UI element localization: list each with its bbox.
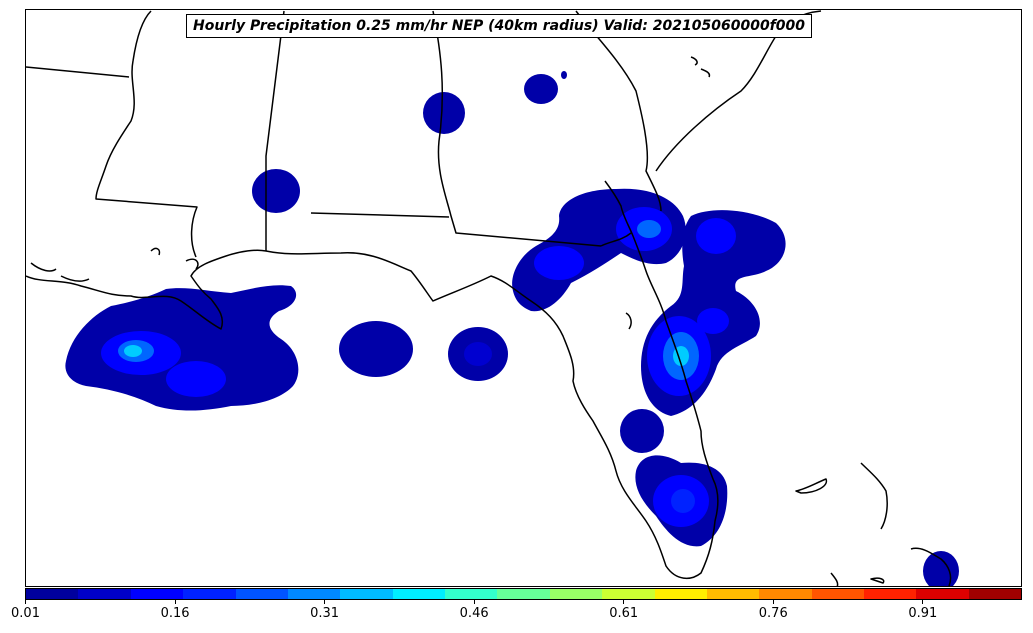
border-ms-river — [95, 10, 198, 258]
colorbar-tick-label: 0.91 — [908, 606, 938, 621]
colorbar-tick-label: 0.76 — [758, 606, 788, 621]
colorbar-segment — [26, 589, 79, 599]
island-bahamas-2 — [860, 462, 888, 530]
precip-peak-jax — [637, 220, 661, 238]
precip-blob-georgia — [524, 74, 558, 104]
border-al-ga — [432, 10, 602, 247]
colorbar-segment — [340, 589, 393, 599]
colorbar-tick — [174, 600, 176, 604]
precip-blob-mississippi — [252, 169, 300, 213]
precip-blob-alabama — [423, 92, 465, 134]
colorbar-segment — [759, 589, 812, 599]
island-bahamas-3 — [910, 547, 952, 586]
colorbar — [25, 588, 1022, 600]
precip-region-gulf-west — [65, 285, 299, 411]
precip-core-north-florida — [534, 246, 584, 280]
precip-core-offshore — [697, 308, 729, 334]
colorbar-tick-label: 0.61 — [609, 606, 639, 621]
colorbar-segment — [497, 589, 550, 599]
precip-peak-gulf-west — [124, 345, 142, 357]
colorbar-tick-label: 0.31 — [310, 606, 340, 621]
border-ga-sc — [575, 10, 662, 212]
coast-islands-la — [30, 247, 199, 282]
colorbar-tick-label: 0.46 — [459, 606, 489, 621]
precip-core-atlantic — [696, 218, 736, 254]
colorbar-segment — [183, 589, 236, 599]
colorbar-segment — [392, 589, 445, 599]
precip-blob-tampa — [620, 409, 664, 453]
map-title: Hourly Precipitation 0.25 mm/hr NEP (40k… — [186, 14, 813, 38]
border-ar-ms — [26, 66, 130, 78]
colorbar-tick — [772, 600, 774, 604]
colorbar-segment — [864, 589, 917, 599]
colorbar-segment — [287, 589, 341, 599]
colorbar-tick — [922, 600, 924, 604]
colorbar-segment — [445, 589, 498, 599]
colorbar-segment — [811, 589, 864, 599]
border-ms-al — [265, 10, 285, 251]
map-canvas — [26, 10, 959, 586]
precip-blob-georgia-small — [561, 71, 567, 79]
precip-blob-gulf-mid — [339, 321, 413, 377]
precip-region-north-florida — [512, 188, 686, 312]
colorbar-segment — [78, 589, 131, 599]
colorbar-tick — [473, 600, 475, 604]
border-al-fl — [310, 212, 450, 218]
precip-blob-bahamas — [923, 551, 959, 586]
precipitation-layer — [65, 71, 959, 586]
colorbar-tick — [25, 600, 26, 604]
colorbar-segment — [706, 589, 760, 599]
colorbar-tick — [324, 600, 326, 604]
colorbar-segment — [235, 589, 288, 599]
colorbar-segment — [654, 589, 707, 599]
colorbar-segment — [602, 589, 655, 599]
colorbar-segment — [549, 589, 603, 599]
map-boundaries — [26, 10, 952, 586]
coast-louisiana — [26, 180, 719, 580]
colorbar-tick-label: 0.16 — [160, 606, 190, 621]
map-frame — [25, 9, 1022, 587]
border-ga-fl-east — [600, 232, 632, 247]
precip-core-gulf-east — [464, 342, 492, 366]
precip-core-south-florida-2 — [671, 489, 695, 513]
colorbar-segment — [968, 589, 1022, 599]
colorbar-tick-label: 0.01 — [11, 606, 40, 621]
precip-core-gulf-west-2 — [166, 361, 226, 397]
colorbar-segment — [916, 589, 969, 599]
colorbar-tick — [623, 600, 625, 604]
island-bahamas-1 — [795, 478, 828, 494]
island-bahamas-4 — [830, 572, 885, 586]
colorbar-segment — [130, 589, 184, 599]
island-florida-keys — [625, 56, 711, 330]
